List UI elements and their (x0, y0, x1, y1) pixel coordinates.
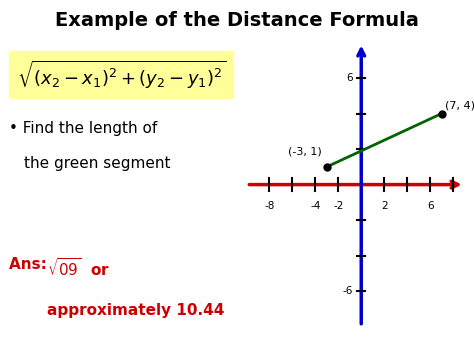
Text: (-3, 1): (-3, 1) (289, 146, 322, 156)
Text: -8: -8 (264, 201, 274, 211)
Text: (7, 4): (7, 4) (445, 100, 474, 110)
Text: 6: 6 (427, 201, 433, 211)
Text: 2: 2 (381, 201, 388, 211)
Text: approximately 10.44: approximately 10.44 (47, 303, 225, 318)
Text: Ans:: Ans: (9, 257, 53, 272)
Text: Example of the Distance Formula: Example of the Distance Formula (55, 11, 419, 30)
Text: • Find the length of: • Find the length of (9, 121, 158, 136)
Text: 6: 6 (346, 73, 353, 83)
Text: the green segment: the green segment (24, 156, 170, 171)
Text: -2: -2 (333, 201, 344, 211)
Text: -6: -6 (343, 286, 353, 296)
Text: $\sqrt{09}$  or: $\sqrt{09}$ or (47, 257, 110, 279)
Text: -4: -4 (310, 201, 320, 211)
Text: $\sqrt{(x_2 - x_1)^2 + (y_2 - y_1)^2}$: $\sqrt{(x_2 - x_1)^2 + (y_2 - y_1)^2}$ (17, 58, 226, 91)
